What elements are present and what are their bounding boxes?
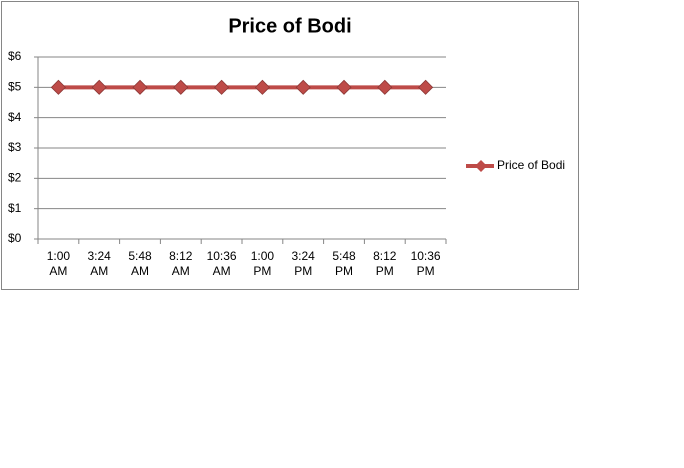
data-point	[418, 79, 434, 95]
legend-label: Price of Bodi	[497, 158, 565, 172]
y-tick-label: $0	[8, 231, 22, 245]
x-tick-label: 1:00 PM	[250, 249, 275, 278]
data-point	[377, 79, 393, 95]
y-tick-label: $5	[8, 80, 22, 94]
legend-marker	[475, 160, 487, 172]
y-tick-label: $4	[8, 110, 22, 124]
data-point	[336, 79, 352, 95]
data-point	[50, 79, 66, 95]
data-point	[214, 79, 230, 95]
x-tick-label: 8:12 PM	[373, 249, 397, 278]
data-point	[295, 79, 311, 95]
x-tick-label: 3:24 PM	[291, 249, 315, 278]
x-tick-label: 5:48 PM	[332, 249, 356, 278]
x-tick-label: 8:12 AM	[169, 249, 193, 278]
x-tick-label: 10:36 AM	[206, 249, 237, 278]
chart-frame	[1, 1, 579, 290]
x-tick-label: 1:00 AM	[46, 249, 71, 278]
data-point	[91, 79, 107, 95]
y-tick-label: $2	[8, 171, 22, 185]
data-point	[254, 79, 270, 95]
y-tick-label: $6	[8, 49, 22, 63]
x-tick-label: 3:24 AM	[87, 249, 111, 278]
data-point	[132, 79, 148, 95]
x-tick-label: 5:48 AM	[128, 249, 152, 278]
y-tick-label: $1	[8, 201, 22, 215]
data-point	[173, 79, 189, 95]
chart-title: Price of Bodi	[228, 15, 351, 37]
y-tick-label: $3	[8, 140, 22, 154]
x-tick-label: 10:36 PM	[410, 249, 441, 278]
